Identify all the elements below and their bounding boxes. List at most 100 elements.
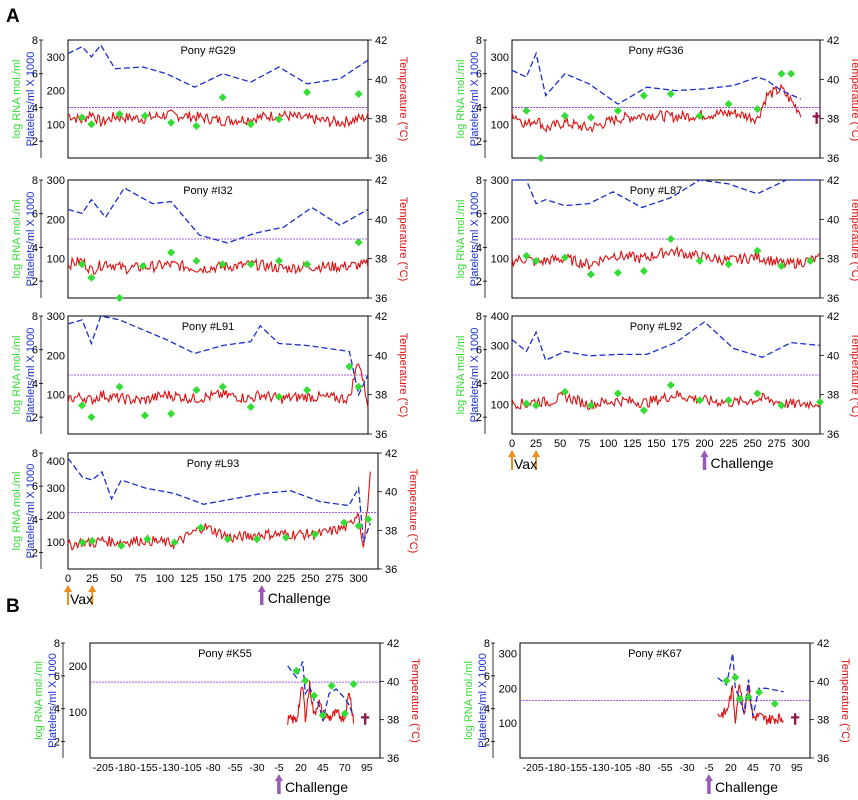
temp-tick-label: 38	[375, 390, 387, 402]
temp-tick-label: 36	[375, 293, 387, 305]
rna-point	[816, 397, 824, 406]
rna-point	[218, 382, 227, 391]
rna-tick-label: 4	[32, 102, 38, 114]
rna-point	[167, 248, 176, 257]
rna-point	[303, 88, 312, 97]
plot-frame	[67, 39, 369, 159]
rna-axis-title: log RNA mol./ml	[33, 661, 45, 740]
rna-point	[192, 386, 201, 395]
x-tick-label: -55	[657, 762, 672, 774]
platelet-tick-label: 100	[499, 718, 517, 730]
platelet-tick-label: 300	[47, 483, 65, 495]
platelet-tick-label: 300	[499, 648, 517, 660]
platelet-tick-label: 200	[47, 350, 65, 362]
rna-tick-label: 8	[32, 175, 38, 187]
x-tick-label: 150	[647, 438, 665, 450]
x-tick-label: 275	[768, 438, 786, 450]
rna-point	[167, 409, 176, 418]
vax-arrow-0-head	[64, 585, 72, 592]
rna-tick-label: 8	[476, 175, 482, 187]
rna-tick-label: 2	[32, 547, 38, 559]
temperature-line	[67, 109, 369, 129]
x-tick-label: -80	[635, 762, 650, 774]
temperature-line	[67, 363, 369, 409]
platelet-tick-label: 200	[491, 214, 509, 226]
rna-point	[192, 121, 201, 130]
chart-4: Pony #L87 2 4 6 8 100 200 300 36 38 40 42 log RNA mo…	[455, 175, 858, 305]
platelets-axis-title: Platelets/ml X 1000	[25, 328, 37, 423]
platelets-line	[67, 43, 369, 88]
temp-tick-label: 36	[375, 153, 387, 165]
temperature-axis-title: Temperature (°C)	[397, 197, 409, 281]
chart-9: Pony #K67 2 4 6 8 100 200 300 36 38 40 42 log RNA mo…	[463, 638, 851, 795]
rna-point	[560, 253, 569, 262]
rna-point	[586, 401, 595, 410]
rna-point	[117, 541, 126, 550]
rna-point	[274, 392, 283, 401]
x-tick-label: -30	[679, 762, 694, 774]
rna-tick-label: 8	[476, 35, 482, 47]
platelets-line	[67, 187, 369, 244]
rna-point	[722, 676, 731, 685]
rna-tick-label: 4	[476, 378, 482, 390]
temp-tick-label: 36	[387, 753, 399, 765]
rna-point	[87, 413, 96, 422]
rna-point	[78, 113, 87, 122]
x-tick-label: 300	[792, 438, 810, 450]
temp-tick-label: 36	[817, 753, 829, 765]
rna-point	[753, 105, 762, 114]
rna-axis-title: log RNA mol./ml	[463, 661, 475, 740]
x-tick-label: -105	[181, 762, 202, 774]
rna-axis-title: log RNA mol./ml	[11, 60, 23, 139]
platelet-tick-label: 300	[47, 175, 65, 187]
rna-tick-label: 2	[476, 276, 482, 288]
platelet-tick-label: 300	[491, 175, 509, 187]
temp-tick-label: 38	[375, 114, 387, 126]
chart-title: Pony #K67	[628, 648, 682, 660]
temperature-axis-title: Temperature (°C)	[397, 333, 409, 417]
platelet-tick-label: 200	[47, 86, 65, 98]
rna-point	[560, 111, 569, 120]
rna-point	[340, 709, 349, 718]
vax-arrow-0-head	[508, 450, 516, 457]
rna-tick-label: 6	[32, 209, 38, 221]
x-tick-label: 300	[349, 573, 367, 585]
rna-point	[301, 676, 310, 685]
chart-8: Pony #K55 2 4 6 8 100 200 36 38 40 42 log RNA mol./…	[33, 638, 421, 795]
rna-point	[88, 536, 97, 545]
x-tick-label: 250	[301, 573, 319, 585]
rna-point	[218, 93, 227, 102]
vax-arrow-25-head	[88, 585, 97, 592]
panel-label-a: A	[6, 6, 20, 27]
rna-tick-label: 2	[54, 737, 60, 749]
rna-tick-label: 6	[32, 69, 38, 81]
rna-point	[354, 89, 363, 98]
rna-point	[586, 270, 595, 279]
rna-point	[303, 386, 312, 395]
rna-point	[695, 256, 704, 265]
rna-point	[787, 69, 796, 78]
rna-tick-label: 2	[32, 412, 38, 424]
platelets-axis-title: Platelets/ml X 1000	[477, 653, 489, 748]
temperature-line	[717, 683, 784, 725]
rna-point	[666, 381, 675, 390]
challenge-arrow-head	[704, 774, 713, 781]
rna-point	[318, 711, 327, 720]
rna-point	[115, 294, 124, 302]
x-tick-label: 0	[509, 438, 515, 450]
x-tick-label: 100	[599, 438, 617, 450]
rna-point	[613, 106, 622, 115]
rna-point	[522, 106, 531, 115]
rna-tick-label: 4	[484, 704, 490, 716]
rna-point	[639, 91, 648, 100]
platelets-axis-title: Platelets/ml X 1000	[25, 464, 37, 559]
temp-tick-label: 38	[827, 254, 839, 266]
rna-tick-label: 2	[32, 276, 38, 288]
rna-point	[349, 680, 358, 689]
x-tick-label: 70	[339, 762, 351, 774]
platelet-tick-label: 100	[491, 119, 509, 131]
temperature-axis-title: Temperature (°C)	[409, 658, 421, 742]
x-tick-label: 125	[623, 438, 641, 450]
temp-tick-label: 38	[817, 715, 829, 727]
rna-point	[327, 681, 336, 690]
